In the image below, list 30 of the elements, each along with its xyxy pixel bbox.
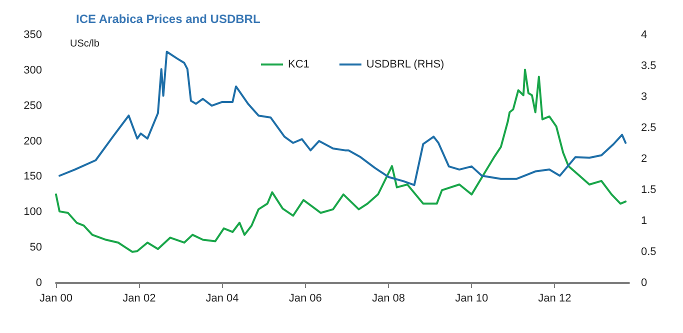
- x-tick-label: Jan 00: [39, 292, 73, 304]
- y-tick-label: 50: [30, 242, 42, 254]
- y2-tick-label: 0: [641, 277, 648, 289]
- y-tick-label: 300: [24, 64, 42, 76]
- x-tick-label: Jan 10: [455, 292, 488, 304]
- x-tick-label: Jan 12: [538, 292, 572, 304]
- y-tick-label: 250: [24, 100, 42, 112]
- x-tick-label: Jan 08: [372, 292, 405, 304]
- y-tick-label: 200: [24, 135, 42, 148]
- x-tick-label: Jan 06: [288, 292, 322, 304]
- y2-tick-label: 4: [641, 29, 648, 41]
- y-tick-label: 0: [36, 277, 42, 289]
- line-series: [55, 68, 627, 253]
- line-series: [58, 50, 627, 186]
- chart-title: ICE Arabica Prices and USDBRL: [76, 12, 260, 26]
- y2-tick-label: 1: [641, 215, 648, 227]
- legend-label: USDBRL (RHS): [366, 58, 444, 70]
- x-tick-label: Jan 02: [122, 292, 156, 304]
- y-tick-label: 100: [24, 206, 42, 218]
- y2-tick-label: 2: [641, 153, 648, 165]
- y2-tick-label: 2.5: [641, 122, 656, 134]
- y-axis-title: USc/lb: [70, 38, 100, 50]
- y2-tick-label: 3: [641, 91, 648, 103]
- y-tick-label: 350: [24, 29, 42, 41]
- y2-tick-label: 0.5: [641, 246, 656, 258]
- x-tick-label: Jan 04: [206, 292, 239, 304]
- y2-tick-label: 1.5: [641, 184, 656, 196]
- y-tick-label: 150: [24, 170, 42, 183]
- y2-tick-label: 3.5: [641, 60, 656, 72]
- legend-label: KC1: [288, 58, 310, 70]
